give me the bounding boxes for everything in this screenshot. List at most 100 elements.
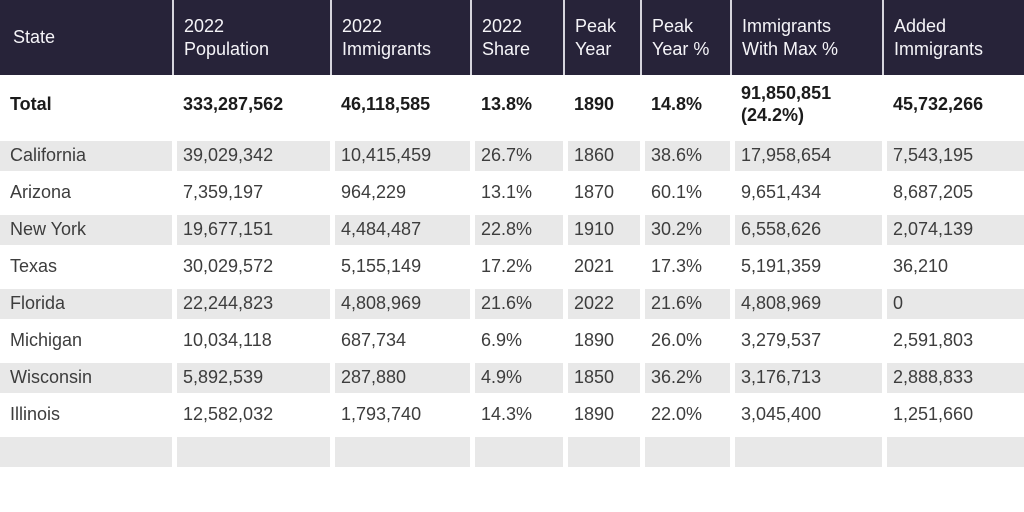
table-row-michigan: Michigan 10,034,118 687,734 6.9% 1890 26…: [0, 326, 1024, 363]
value-cell: 10,034,118: [172, 326, 330, 363]
value-cell: 30.2%: [640, 215, 730, 252]
value-cell: 4,808,969: [730, 289, 882, 326]
state-name-cell: New York: [0, 215, 172, 252]
value-cell: 17,958,654: [730, 141, 882, 178]
row-label-cell: Total: [0, 75, 172, 141]
value-cell: [730, 437, 882, 474]
value-cell: 2021: [563, 252, 640, 289]
value-cell: 2,888,833: [882, 363, 1024, 400]
value-cell: 2022: [563, 289, 640, 326]
value-cell: 1890: [563, 75, 640, 141]
state-name-cell: Illinois: [0, 400, 172, 437]
table-row-arizona: Arizona 7,359,197 964,229 13.1% 1870 60.…: [0, 178, 1024, 215]
value-cell: 4,808,969: [330, 289, 470, 326]
value-cell: 5,191,359: [730, 252, 882, 289]
table-row-new-york: New York 19,677,151 4,484,487 22.8% 1910…: [0, 215, 1024, 252]
value-cell: 1890: [563, 400, 640, 437]
value-cell: 333,287,562: [172, 75, 330, 141]
value-cell: 17.3%: [640, 252, 730, 289]
table-row-florida: Florida 22,244,823 4,808,969 21.6% 2022 …: [0, 289, 1024, 326]
value-cell: 1890: [563, 326, 640, 363]
value-cell: 4.9%: [470, 363, 563, 400]
column-header-state: State: [0, 0, 172, 75]
column-header-added-immigrants: Added Immigrants: [882, 0, 1024, 75]
header-row: State 2022 Population 2022 Immigrants 20…: [0, 0, 1024, 75]
value-cell: 36.2%: [640, 363, 730, 400]
value-cell: 1870: [563, 178, 640, 215]
value-cell: 36,210: [882, 252, 1024, 289]
value-cell: 17.2%: [470, 252, 563, 289]
value-cell: 1,251,660: [882, 400, 1024, 437]
value-cell: 1,793,740: [330, 400, 470, 437]
value-cell: [563, 437, 640, 474]
value-cell: 3,176,713: [730, 363, 882, 400]
partial-table-row: [0, 437, 1024, 474]
value-cell: 5,155,149: [330, 252, 470, 289]
value-cell: 4,484,487: [330, 215, 470, 252]
state-immigration-table: State 2022 Population 2022 Immigrants 20…: [0, 0, 1024, 474]
table-row-california: California 39,029,342 10,415,459 26.7% 1…: [0, 141, 1024, 178]
state-name-cell: Wisconsin: [0, 363, 172, 400]
value-cell: 9,651,434: [730, 178, 882, 215]
value-cell: 22.8%: [470, 215, 563, 252]
value-cell: 8,687,205: [882, 178, 1024, 215]
value-cell: 1850: [563, 363, 640, 400]
value-cell: 2,074,139: [882, 215, 1024, 252]
value-cell: 287,880: [330, 363, 470, 400]
column-header-2022-share: 2022 Share: [470, 0, 563, 75]
value-cell: 2,591,803: [882, 326, 1024, 363]
value-cell: 964,229: [330, 178, 470, 215]
value-cell: [172, 437, 330, 474]
value-cell: 687,734: [330, 326, 470, 363]
value-cell: 6.9%: [470, 326, 563, 363]
value-cell: 14.8%: [640, 75, 730, 141]
table-row-wisconsin: Wisconsin 5,892,539 287,880 4.9% 1850 36…: [0, 363, 1024, 400]
table-row-texas: Texas 30,029,572 5,155,149 17.2% 2021 17…: [0, 252, 1024, 289]
value-cell: 13.8%: [470, 75, 563, 141]
value-cell: 12,582,032: [172, 400, 330, 437]
state-name-cell: [0, 437, 172, 474]
value-cell: 45,732,266: [882, 75, 1024, 141]
value-cell: 19,677,151: [172, 215, 330, 252]
value-cell: [330, 437, 470, 474]
value-cell: 22,244,823: [172, 289, 330, 326]
value-cell: 7,543,195: [882, 141, 1024, 178]
value-cell: 6,558,626: [730, 215, 882, 252]
state-name-cell: Florida: [0, 289, 172, 326]
value-cell: 30,029,572: [172, 252, 330, 289]
value-cell: 38.6%: [640, 141, 730, 178]
state-name-cell: Texas: [0, 252, 172, 289]
value-cell: 14.3%: [470, 400, 563, 437]
value-cell: 21.6%: [470, 289, 563, 326]
value-cell: 26.7%: [470, 141, 563, 178]
column-header-peak-year: Peak Year: [563, 0, 640, 75]
value-cell: 1860: [563, 141, 640, 178]
value-cell: [640, 437, 730, 474]
value-cell: 13.1%: [470, 178, 563, 215]
state-name-cell: California: [0, 141, 172, 178]
value-cell: 39,029,342: [172, 141, 330, 178]
state-name-cell: Michigan: [0, 326, 172, 363]
value-cell: 3,279,537: [730, 326, 882, 363]
value-cell: 7,359,197: [172, 178, 330, 215]
value-cell: 10,415,459: [330, 141, 470, 178]
state-name-cell: Arizona: [0, 178, 172, 215]
table-row-illinois: Illinois 12,582,032 1,793,740 14.3% 1890…: [0, 400, 1024, 437]
value-cell: 26.0%: [640, 326, 730, 363]
column-header-peak-year-pct: Peak Year %: [640, 0, 730, 75]
value-cell: 5,892,539: [172, 363, 330, 400]
value-cell: 91,850,851 (24.2%): [730, 75, 882, 141]
value-cell: [470, 437, 563, 474]
value-cell: 1910: [563, 215, 640, 252]
value-cell: 46,118,585: [330, 75, 470, 141]
column-header-2022-population: 2022 Population: [172, 0, 330, 75]
value-cell: 60.1%: [640, 178, 730, 215]
value-cell: 22.0%: [640, 400, 730, 437]
value-cell: 0: [882, 289, 1024, 326]
value-cell: 21.6%: [640, 289, 730, 326]
column-header-2022-immigrants: 2022 Immigrants: [330, 0, 470, 75]
value-cell: [882, 437, 1024, 474]
value-cell: 3,045,400: [730, 400, 882, 437]
total-row: Total 333,287,562 46,118,585 13.8% 1890 …: [0, 75, 1024, 141]
column-header-immigrants-with-max-pct: Immigrants With Max %: [730, 0, 882, 75]
